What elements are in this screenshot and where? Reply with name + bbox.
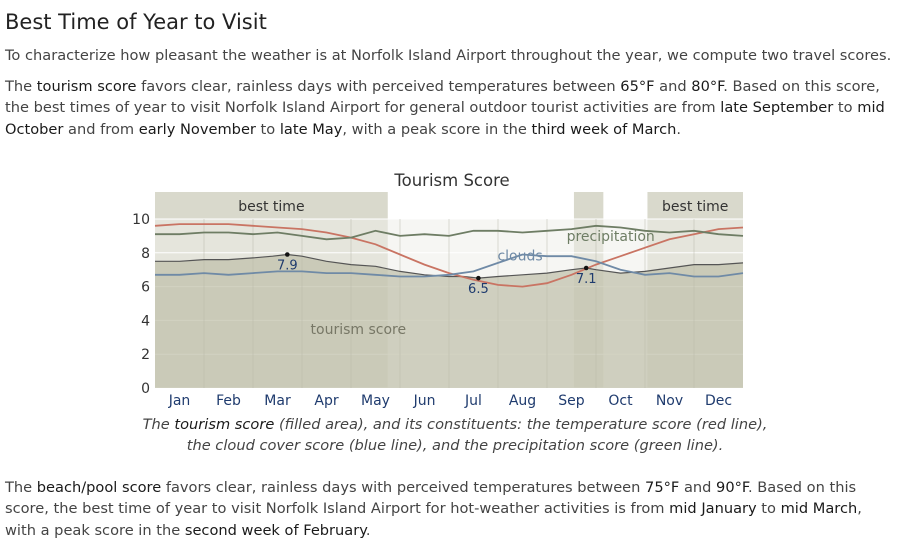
y-tick-label: 4 — [141, 313, 150, 329]
tourism-paragraph: The tourism score favors clear, rainless… — [5, 76, 895, 140]
keyword-peak-week: second week of February — [184, 521, 366, 539]
y-tick-label: 10 — [132, 212, 150, 228]
precipitation-score-line — [155, 224, 744, 241]
text-run: , with a peak score in the — [5, 500, 862, 539]
intro-paragraph: To characterize how pleasant the weather… — [5, 47, 892, 64]
keyword-tourism-score: tourism score — [36, 78, 137, 95]
keyword-peak-week: third week of March — [531, 120, 677, 138]
text-run: and — [654, 78, 692, 95]
temperature-score-line — [154, 223, 744, 288]
keyword-temp-high: 80°F — [691, 78, 724, 95]
page-title: Best Time of Year to Visit — [5, 10, 267, 34]
text-run: . — [365, 521, 371, 539]
annotation-label: 6.5 — [468, 282, 489, 297]
text-run: and — [679, 479, 717, 496]
annotation-label: 7.9 — [277, 258, 298, 273]
keyword-period-start: mid January — [669, 500, 757, 518]
text-run: to — [756, 500, 781, 518]
x-tick-label: Jan — [168, 393, 191, 409]
x-tick-label: Jun — [413, 393, 436, 409]
text-run: . Based on this score, the best time of … — [5, 479, 857, 518]
x-tick-label: Dec — [705, 393, 732, 409]
x-tick-label: Jul — [464, 393, 482, 409]
x-tick-label: Aug — [509, 393, 536, 409]
text-run: . Based on this score, the best times of… — [5, 78, 880, 117]
tourism-score-chart: clouds precipitation tourism score 7.9 6.5 7.… — [0, 160, 907, 460]
chart-svg: clouds precipitation tourism score 7.9 6.5 7.… — [132, 171, 744, 409]
beach-paragraph: The beach/pool score favors clear, rainl… — [5, 477, 895, 541]
text-run: to — [255, 120, 280, 138]
x-tick-label: Oct — [608, 393, 633, 409]
annotation-dot — [476, 275, 481, 281]
text-run: and from — [63, 120, 139, 138]
text-run: . — [676, 120, 681, 138]
keyword-temp-low: 75°F — [645, 479, 680, 496]
keyword-period-end: mid March — [780, 500, 858, 518]
y-tick-label: 8 — [141, 246, 150, 262]
x-tick-label: Feb — [216, 393, 241, 409]
x-tick-label: Sep — [558, 393, 585, 409]
best-time-label: best time — [662, 199, 728, 215]
clouds-label: clouds — [497, 248, 542, 264]
text-run: favors clear, rainless days with perceiv… — [136, 78, 621, 95]
annotation-label: 7.1 — [576, 272, 597, 287]
best-time-label: best time — [238, 199, 304, 215]
keyword-temp-low: 65°F — [620, 78, 655, 95]
y-tick-label: 0 — [141, 381, 150, 397]
tourism-area-label: tourism score — [311, 322, 407, 338]
text-run: The — [5, 479, 37, 496]
keyword-period-start-2: early November — [138, 120, 256, 138]
y-tick-label: 6 — [141, 280, 150, 296]
precipitation-label: precipitation — [567, 229, 655, 245]
chart-caption: The tourism score (filled area), and its… — [130, 414, 780, 457]
text-run: The — [5, 78, 37, 95]
text-run: , with a peak score in the — [342, 120, 532, 138]
text-run: The — [142, 416, 175, 433]
x-tick-label: Apr — [314, 393, 338, 409]
x-tick-label: Mar — [264, 393, 291, 409]
keyword-tourism-score: tourism score — [174, 416, 275, 433]
keyword-period-start-1: late September — [720, 99, 834, 117]
chart-title: Tourism Score — [393, 171, 509, 190]
annotation-dot — [285, 252, 290, 257]
keyword-period-end-2: late May — [279, 120, 343, 138]
annotation-dot — [583, 265, 589, 271]
keyword-beach-score: beach/pool score — [36, 479, 162, 496]
x-tick-label: May — [361, 393, 390, 409]
text-run: to — [833, 99, 858, 117]
text-run: favors clear, rainless days with perceiv… — [161, 479, 646, 496]
keyword-period-end-1: mid October — [5, 99, 885, 138]
text-run: (filled area), and its constituents: the… — [186, 416, 768, 455]
keyword-temp-high: 90°F — [716, 479, 748, 496]
y-tick-label: 2 — [141, 347, 150, 363]
x-tick-label: Nov — [656, 393, 683, 409]
cloud-cover-score-line — [155, 253, 744, 278]
